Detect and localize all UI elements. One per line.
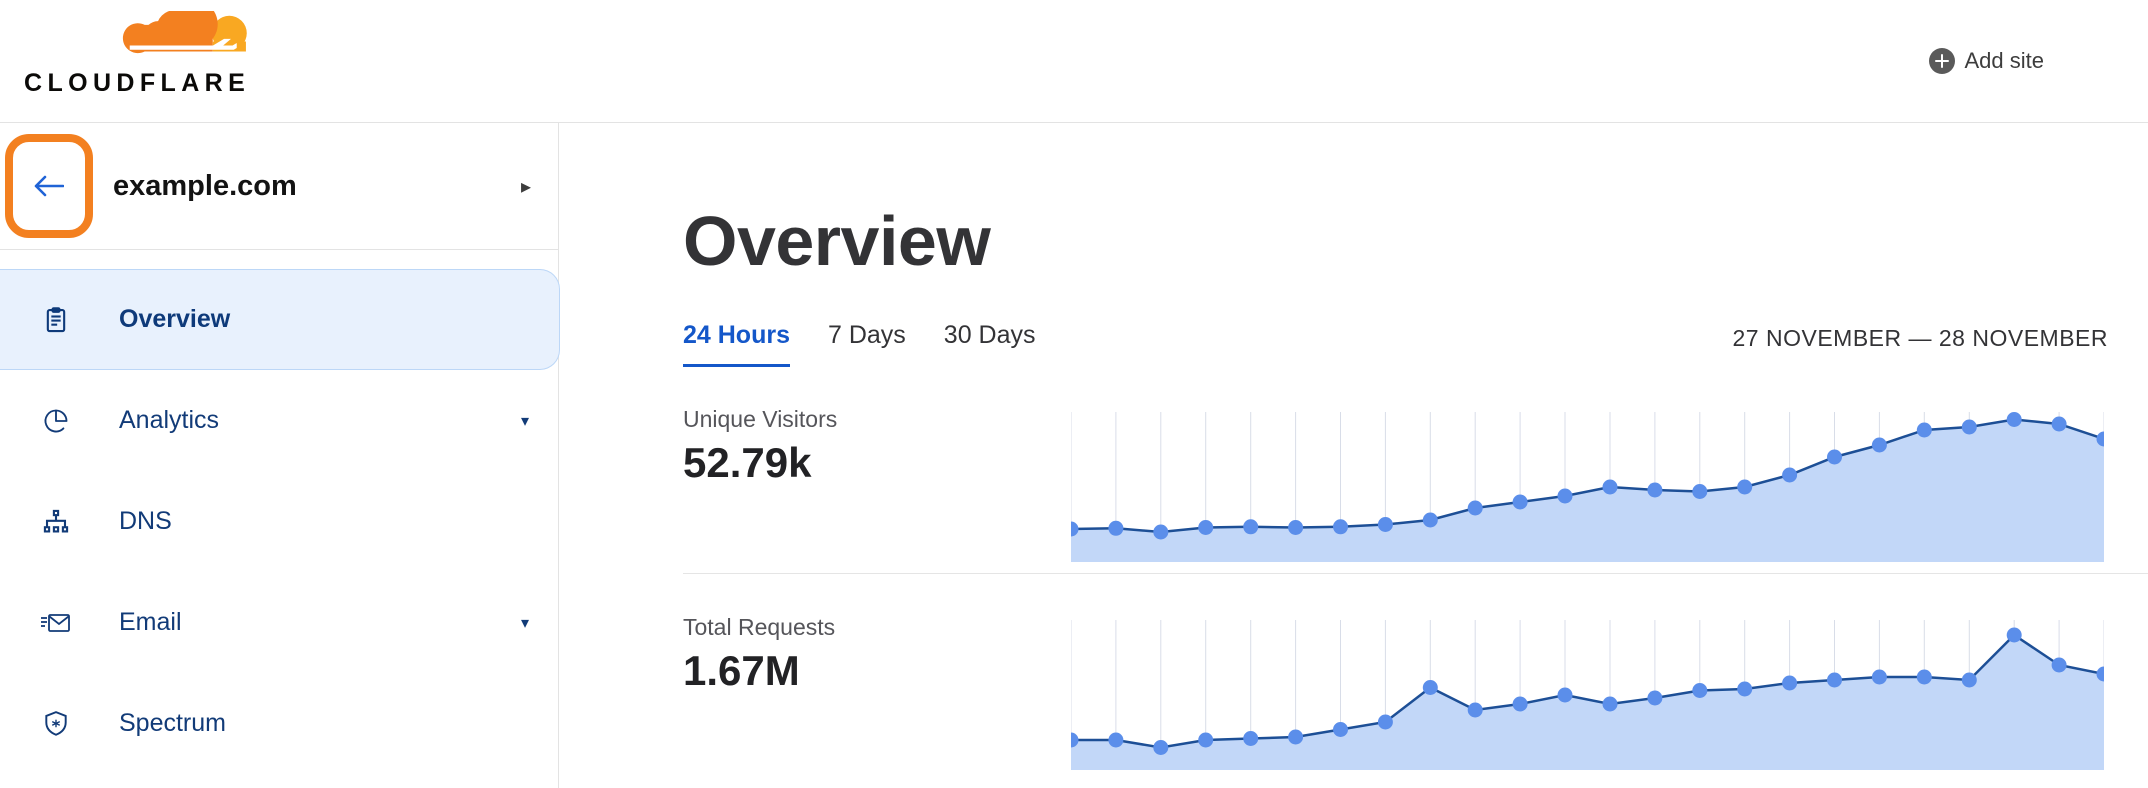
svg-text:CLOUDFLARE: CLOUDFLARE <box>24 69 250 97</box>
